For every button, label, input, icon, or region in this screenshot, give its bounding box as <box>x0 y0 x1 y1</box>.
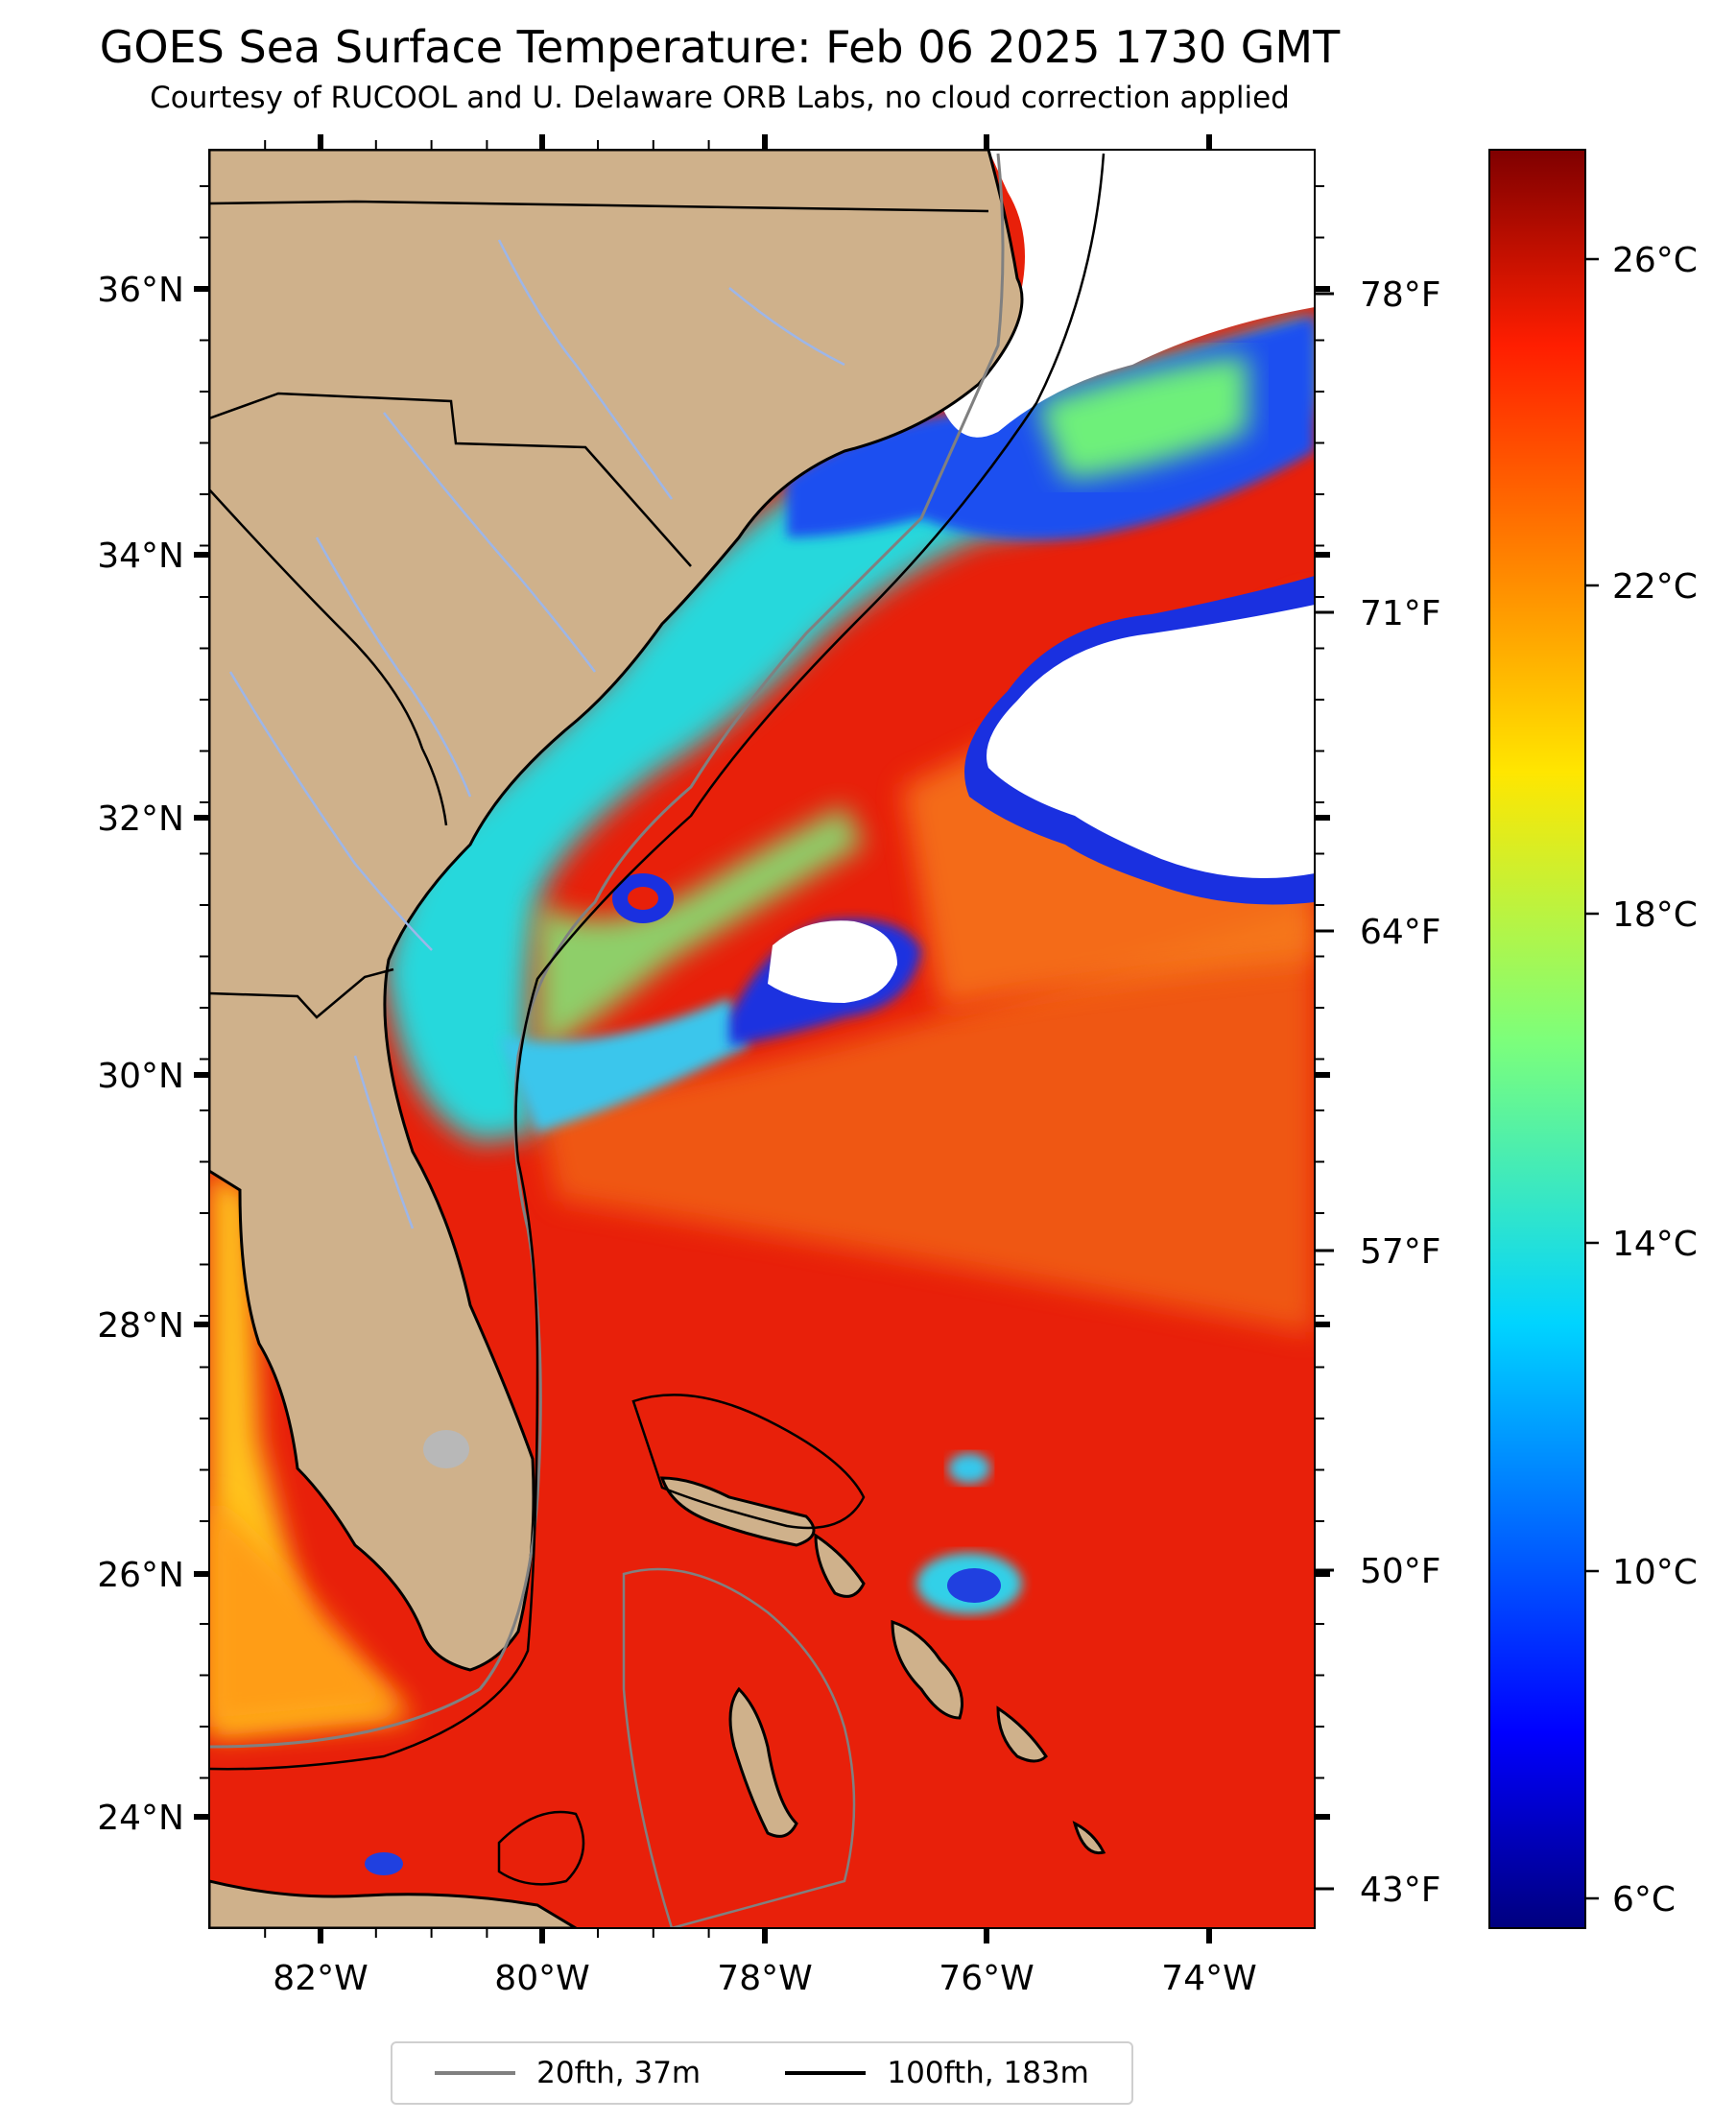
fahrenheit-tick-label: 64°F <box>1360 913 1441 952</box>
colorbar-tick-label: 14°C <box>1612 1225 1698 1264</box>
legend-label-20fth: 20fth, 37m <box>536 2056 702 2090</box>
lat-tick-label: 28°N <box>97 1306 184 1346</box>
temperature-colorbar <box>1488 149 1586 1929</box>
colorbar-tick-label: 26°C <box>1612 241 1698 280</box>
lon-tick-label: 74°W <box>1161 1959 1256 1998</box>
legend-swatch-20fth <box>435 2071 516 2075</box>
warm-core-ring <box>1036 355 1248 480</box>
legend-swatch-100fth <box>785 2071 867 2075</box>
longitude-axis: 82°W 80°W 78°W 76°W 74°W <box>264 134 1257 1998</box>
fahrenheit-tick-label: 43°F <box>1360 1871 1441 1910</box>
contour-great-bahama-bank <box>622 1567 856 1928</box>
colorbar-tick-label: 10°C <box>1612 1553 1698 1592</box>
contour-20fth <box>209 153 1005 1749</box>
shelf-cyan-filament <box>499 998 749 1133</box>
lon-tick-label: 76°W <box>939 1959 1034 1998</box>
lat-tick-label: 36°N <box>97 271 184 310</box>
cloud-region-east <box>987 605 1315 878</box>
fahrenheit-tick-label: 57°F <box>1360 1232 1441 1272</box>
map-panel <box>209 150 1315 1928</box>
cloud-region-north <box>940 150 1315 438</box>
legend-label-100fth: 100fth, 183m <box>887 2056 1089 2090</box>
colorbar-tick-label: 22°C <box>1612 567 1698 607</box>
fahrenheit-tick-label: 78°F <box>1360 275 1441 315</box>
lat-tick-label: 34°N <box>97 536 184 576</box>
fahrenheit-axis: 78°F 71°F 64°F 57°F 50°F 43°F <box>1315 185 1441 1910</box>
land-cuba <box>209 1879 579 1928</box>
colorbar-tick-label: 6°C <box>1612 1880 1676 1919</box>
lake-okeechobee <box>423 1430 469 1468</box>
gulf-orange-water <box>209 1497 403 1728</box>
land-southeast-us <box>209 150 1024 1672</box>
lat-tick-label: 26°N <box>97 1556 184 1595</box>
colorbar-ticks: 26°C 22°C 18°C 14°C 10°C 6°C <box>1585 241 1698 1919</box>
contour-legend: 20fth, 37m 100fth, 183m <box>391 2041 1133 2105</box>
lon-tick-label: 78°W <box>717 1959 812 1998</box>
shelf-green-water <box>537 806 864 1056</box>
map-subtitle: Courtesy of RUCOOL and U. Delaware ORB L… <box>150 81 1290 115</box>
ocean-orange-band <box>537 902 1315 1334</box>
state-border-sc-ga <box>209 489 448 826</box>
land-bahamas <box>659 1476 1106 1855</box>
fahrenheit-tick-label: 71°F <box>1360 594 1441 633</box>
latitude-axis: 36°N 34°N 32°N 30°N 28°N 26°N 24°N <box>97 185 209 1838</box>
cloud-region-eddy <box>768 920 897 1003</box>
lat-tick-label: 32°N <box>97 799 184 839</box>
contour-little-bahama-bank <box>631 1394 866 1530</box>
contour-100fth <box>209 153 1106 1771</box>
state-border-va-nc <box>209 200 989 213</box>
state-border-nc-sc <box>209 392 692 567</box>
legend-item-100fth: 100fth, 183m <box>785 2056 1089 2090</box>
lat-tick-label: 24°N <box>97 1799 184 1838</box>
fahrenheit-tick-label: 50°F <box>1360 1552 1441 1591</box>
contour-cay-sal-bank <box>497 1810 585 1886</box>
colorbar-tick-label: 18°C <box>1612 895 1698 935</box>
rivers <box>228 239 845 1229</box>
lat-tick-label: 30°N <box>97 1057 184 1096</box>
lon-tick-label: 80°W <box>494 1959 589 1998</box>
state-border-ga-fl <box>209 967 394 1019</box>
lon-tick-label: 82°W <box>273 1959 368 1998</box>
map-title: GOES Sea Surface Temperature: Feb 06 202… <box>99 21 1341 73</box>
legend-item-20fth: 20fth, 37m <box>435 2056 701 2090</box>
